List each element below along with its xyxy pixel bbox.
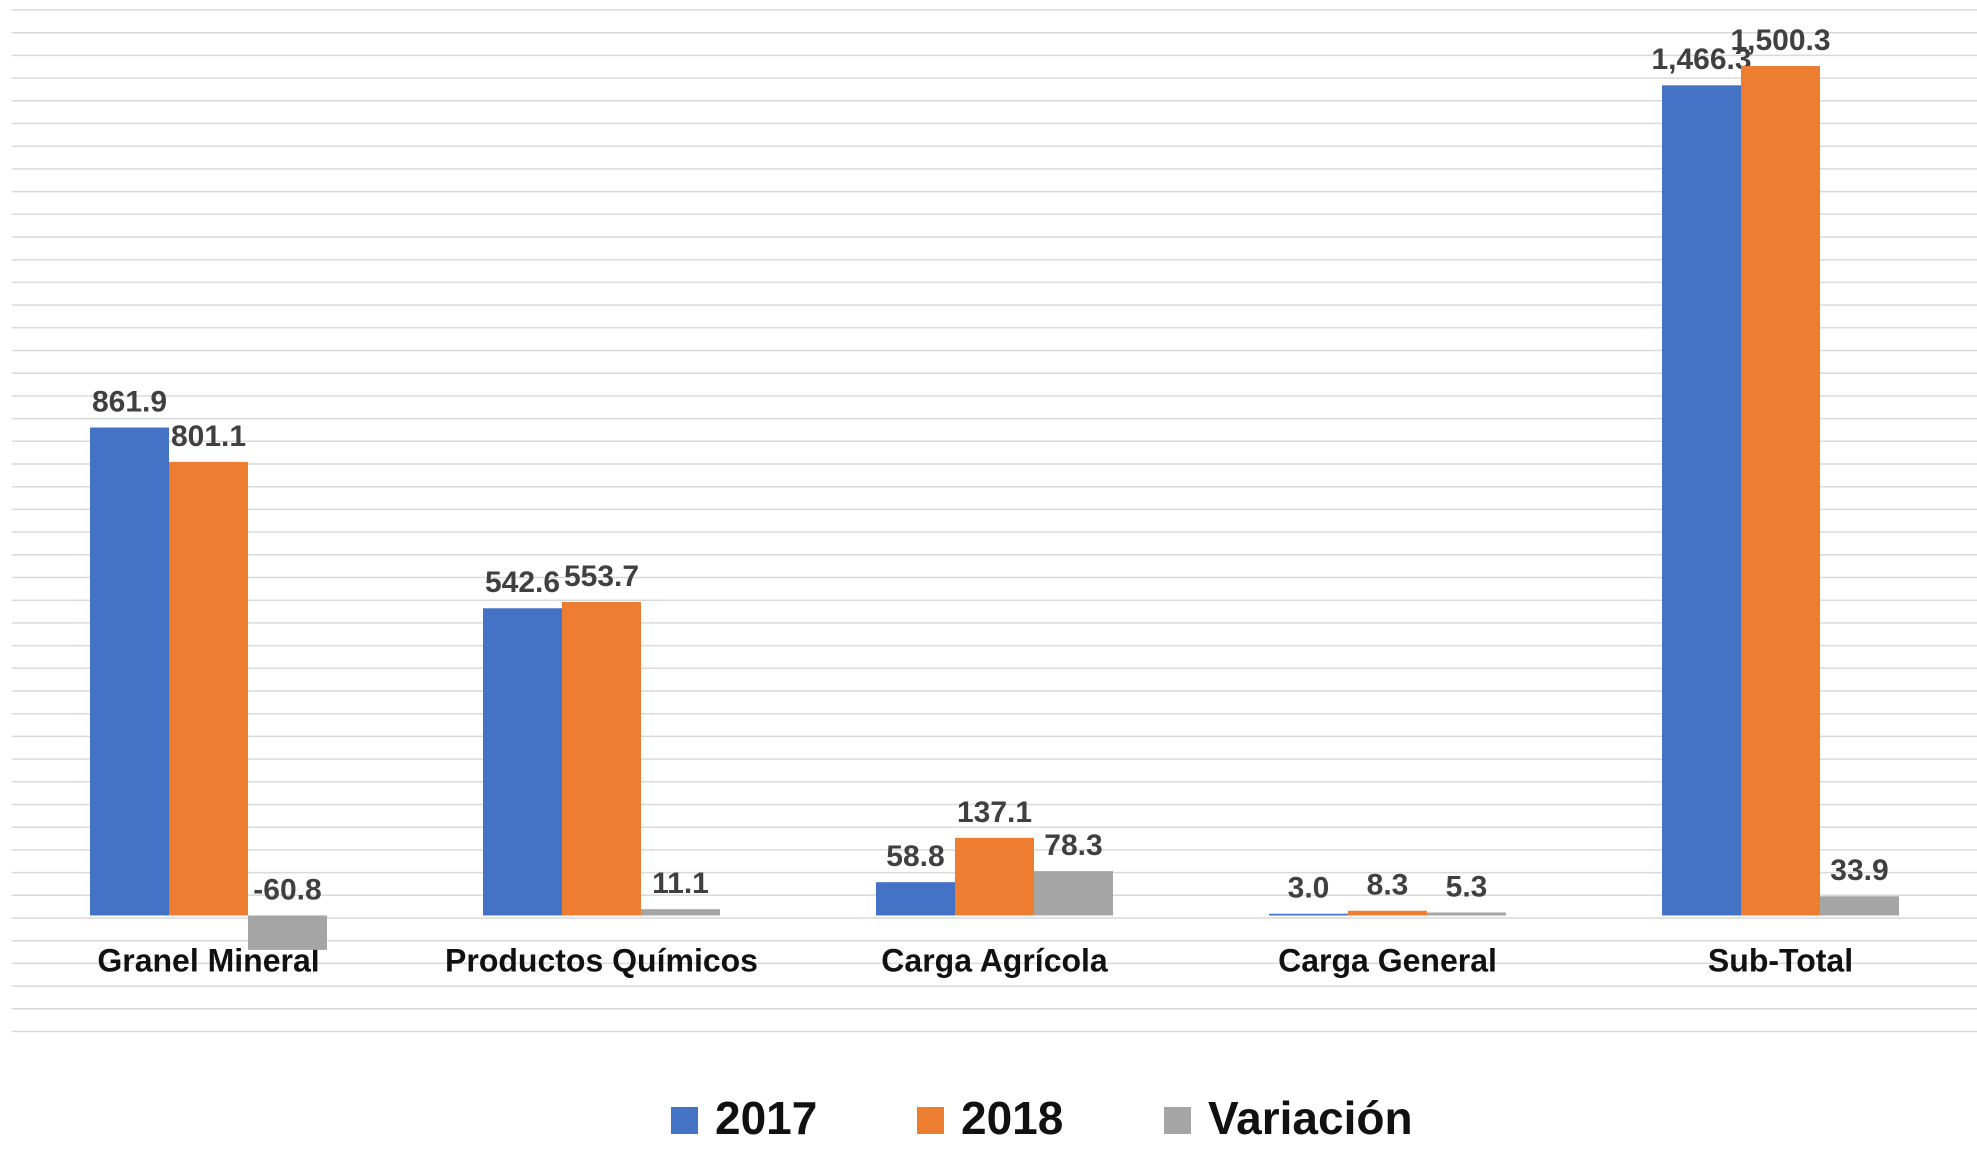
value-label: 137.1	[957, 796, 1032, 829]
bar	[562, 601, 641, 916]
value-label: 33.9	[1830, 854, 1888, 887]
bar	[169, 461, 248, 916]
bar	[641, 909, 720, 916]
value-label: 5.3	[1446, 870, 1488, 903]
bar	[248, 915, 327, 950]
bar	[1269, 913, 1348, 916]
legend-label: Variación	[1208, 1092, 1413, 1144]
value-label: 1,466.3	[1651, 43, 1751, 76]
bar	[876, 882, 955, 916]
bar	[90, 427, 169, 916]
bar	[955, 837, 1034, 916]
bar	[1741, 66, 1820, 916]
value-label: 553.7	[564, 560, 639, 593]
legend-swatch	[917, 1107, 944, 1134]
value-label: 3.0	[1288, 872, 1330, 905]
x-tick-label: Carga General	[1278, 942, 1497, 978]
value-label: 11.1	[652, 867, 709, 900]
x-tick-label: Productos Químicos	[445, 942, 758, 978]
legend-swatch	[1164, 1107, 1191, 1134]
value-label: 542.6	[485, 566, 560, 599]
value-label: 58.8	[886, 840, 944, 873]
bar	[483, 608, 562, 916]
bar	[1427, 912, 1506, 916]
value-label: 8.3	[1367, 869, 1409, 902]
value-label: 1,500.3	[1730, 24, 1830, 57]
value-label: 861.9	[92, 385, 167, 418]
value-label: 78.3	[1044, 829, 1102, 862]
value-label: 801.1	[171, 420, 246, 453]
bar	[1034, 871, 1113, 916]
legend-swatch	[671, 1107, 698, 1134]
legend-label: 2017	[715, 1092, 817, 1144]
x-tick-label: Carga Agrícola	[881, 942, 1108, 978]
legend-label: 2018	[961, 1092, 1063, 1144]
bar	[1348, 910, 1427, 916]
bar	[1820, 896, 1899, 916]
x-tick-label: Sub-Total	[1708, 942, 1853, 978]
value-label: -60.8	[253, 873, 321, 906]
bar	[1662, 85, 1741, 916]
